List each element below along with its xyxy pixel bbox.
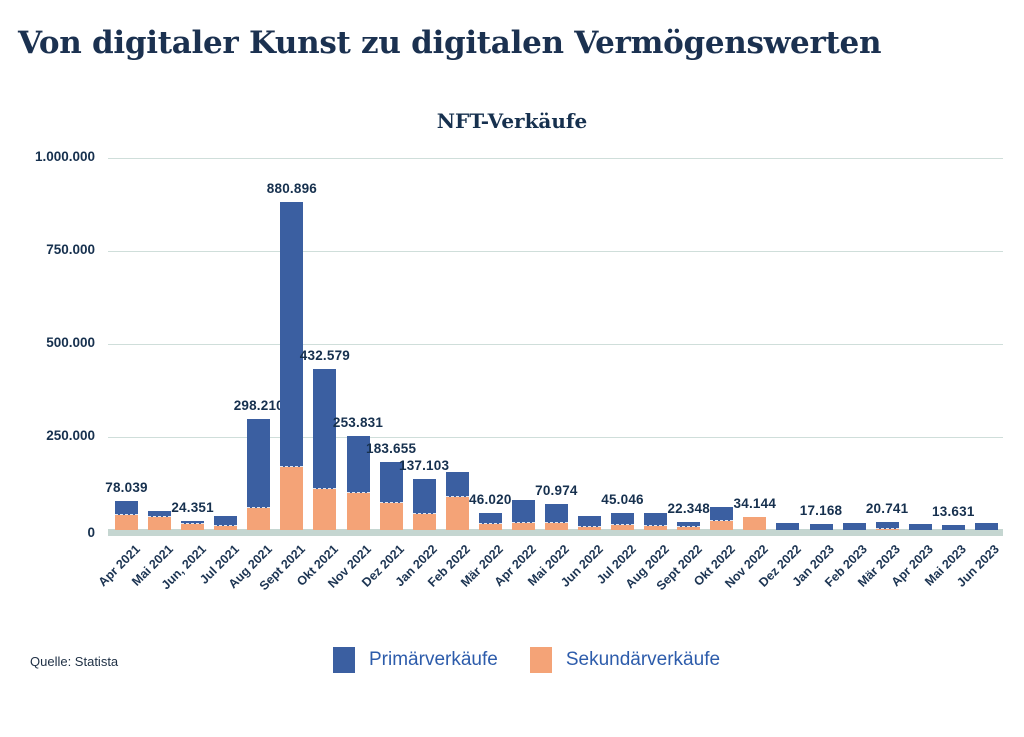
bar-segment-primary	[148, 511, 172, 517]
bar-segment-secondary	[313, 489, 337, 530]
gridline	[108, 344, 1003, 345]
bar-segment-primary	[115, 501, 138, 516]
y-tick-label: 0	[87, 524, 95, 540]
page-title: Von digitaler Kunst zu digitalen Vermöge…	[18, 24, 882, 61]
bar-segment-secondary	[214, 526, 238, 530]
bar-value-label: 24.351	[171, 499, 214, 515]
bar-segment-secondary	[115, 515, 138, 530]
bar-segment-secondary	[445, 497, 469, 530]
x-axis-baseline	[108, 529, 1003, 536]
gridline	[108, 437, 1003, 438]
bar-segment-secondary	[544, 523, 568, 530]
bar-segment-primary	[346, 435, 370, 493]
chart-title: NFT-Verkäufe	[436, 109, 588, 133]
bar-value-label: 78.039	[105, 480, 148, 495]
bar-segment-secondary	[611, 525, 634, 530]
bar-segment-secondary	[280, 466, 304, 530]
bar-segment-primary	[809, 523, 833, 530]
bar-value-label: 70.974	[535, 482, 578, 498]
bar-segment-primary	[280, 202, 304, 467]
bar-value-label: 46.020	[469, 491, 512, 507]
legend-item-secondary: Sekundärverkäufe	[529, 647, 721, 673]
bar-segment-secondary	[677, 527, 701, 530]
bar-segment-secondary	[247, 508, 271, 530]
legend-label-primary: Primärverkäufe	[369, 649, 498, 670]
y-tick-label: 500.000	[46, 335, 95, 350]
bar-segment-secondary	[511, 523, 535, 530]
bar-segment-secondary	[346, 492, 370, 530]
bar-segment-secondary	[743, 517, 767, 530]
bar-segment-primary	[247, 419, 271, 509]
bar-segment-secondary	[379, 502, 403, 530]
bar-value-label: 34.144	[733, 496, 777, 512]
bar-segment-secondary	[181, 524, 205, 530]
bar-segment-primary	[776, 523, 800, 530]
bar-segment-secondary	[875, 528, 899, 530]
bar-segment-secondary	[478, 524, 502, 530]
bar-value-label: 880.896	[266, 181, 317, 197]
bar-value-label: 432.579	[299, 348, 350, 364]
bar-segment-primary	[379, 461, 403, 503]
bar-value-label: 183.655	[365, 440, 417, 456]
bar-segment-primary	[974, 522, 998, 530]
bar-segment-primary	[412, 479, 436, 515]
bar-segment-primary	[842, 523, 866, 530]
legend-swatch-primary	[333, 647, 355, 673]
bar-segment-secondary	[412, 514, 436, 530]
legend-label-secondary: Sekundärverkäufe	[565, 649, 721, 670]
bar-segment-primary	[313, 369, 337, 490]
chart-legend: Primärverkäufe Sekundärverkäufe	[333, 647, 720, 673]
bar-segment-primary	[181, 520, 205, 525]
bar-segment-primary	[578, 515, 601, 527]
gridline	[108, 251, 1003, 252]
gridline	[108, 158, 1003, 159]
bar-segment-secondary	[578, 526, 601, 530]
bar-value-label: 22.348	[667, 500, 710, 516]
bar-segment-primary	[677, 521, 701, 527]
bar-value-label: 13.631	[932, 503, 975, 519]
bar-segment-secondary	[710, 521, 734, 530]
bar-segment-primary	[875, 522, 899, 529]
bar-segment-primary	[214, 515, 238, 527]
bar-segment-primary	[478, 512, 502, 525]
bar-segment-primary	[908, 524, 932, 530]
bar-value-label: 20.741	[865, 501, 909, 517]
bar-segment-primary	[544, 503, 568, 524]
bar-value-label: 17.168	[799, 502, 843, 518]
source-note: Quelle: Statista	[30, 654, 119, 669]
legend-item-primary: Primärverkäufe	[333, 647, 498, 673]
y-tick-label: 1.000.000	[34, 149, 95, 164]
bar-value-label: 137.103	[398, 458, 450, 473]
bar-segment-secondary	[148, 517, 172, 530]
bar-value-label: 253.831	[332, 414, 384, 430]
bar-segment-primary	[511, 500, 535, 524]
y-tick-label: 750.000	[46, 242, 95, 257]
bar-segment-primary	[445, 472, 469, 498]
legend-swatch-secondary	[529, 647, 552, 673]
bar-value-label: 45.046	[601, 492, 644, 508]
bar-segment-primary	[644, 512, 668, 526]
bar-segment-primary	[941, 524, 965, 530]
bar-segment-secondary	[644, 525, 668, 530]
bar-value-label: 298.210	[233, 398, 284, 414]
bar-segment-primary	[611, 513, 634, 526]
y-tick-label: 250.000	[46, 428, 95, 443]
bar-segment-primary	[710, 507, 734, 522]
